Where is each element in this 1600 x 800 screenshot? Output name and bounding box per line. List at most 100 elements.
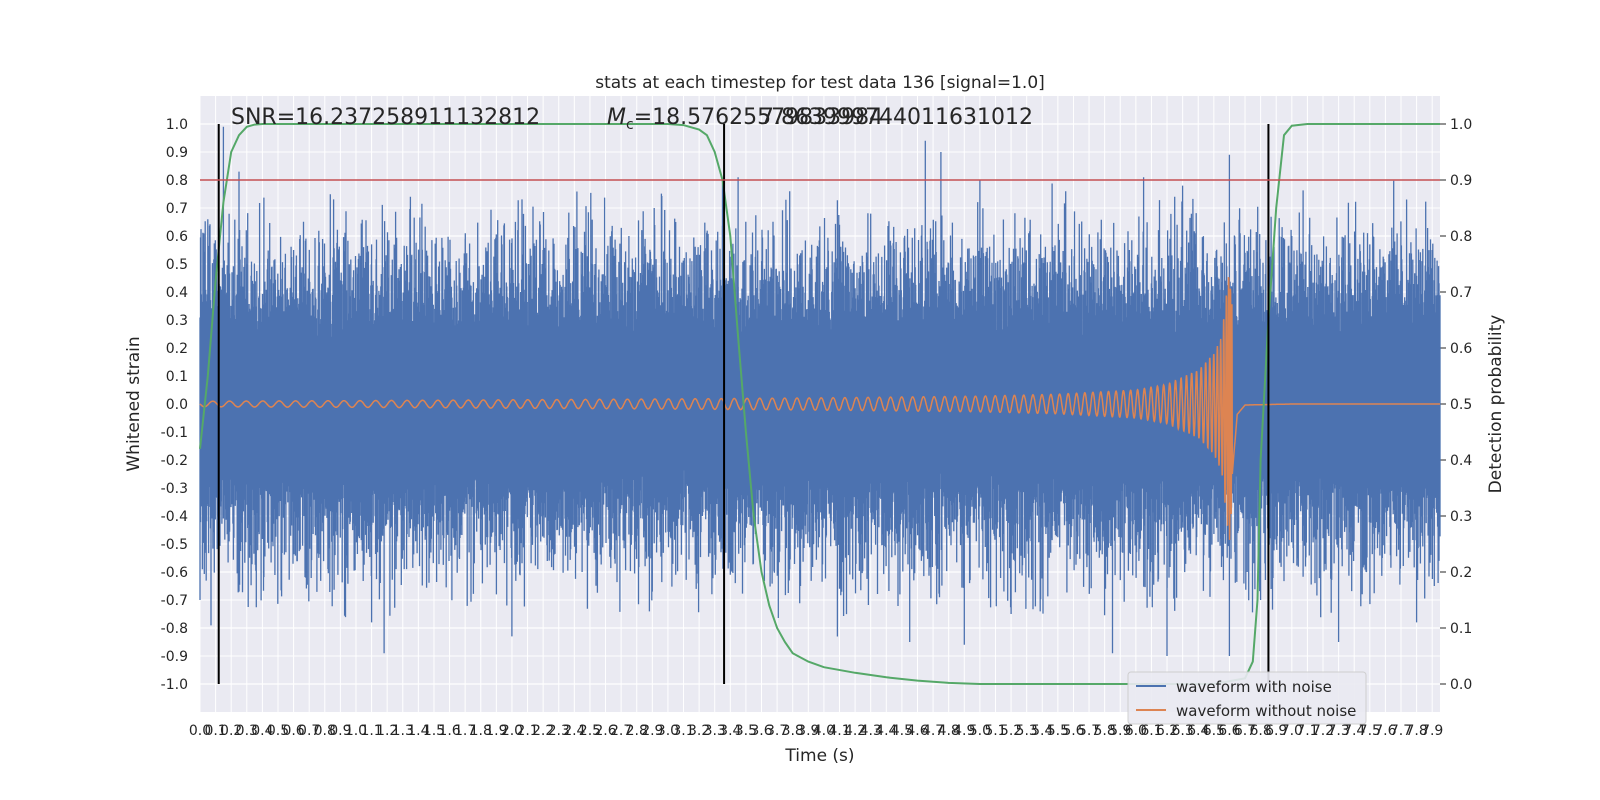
legend: waveform with noise waveform without noi… — [1127, 671, 1367, 725]
mc-value: =18.57625579833984 — [634, 105, 883, 130]
x-tick-label: 1.0 — [345, 723, 367, 739]
y-tick-label: 0.1 — [166, 369, 188, 385]
x-tick-label: 5.1 — [984, 723, 1006, 739]
overlap-annotation: 7.863999744011631012 — [760, 105, 1033, 130]
x-tick-label: 5.5 — [1047, 723, 1069, 739]
x-tick-label: 6.1 — [1140, 723, 1162, 739]
x-tick-label: 3.2 — [688, 723, 710, 739]
x-tick-label: 7.6 — [1374, 723, 1396, 739]
x-tick-label: 6.0 — [1125, 723, 1147, 739]
probability-path — [199, 123, 1440, 685]
x-tick-label: 6.6 — [1218, 723, 1240, 739]
x-tick-label: 0.3 — [236, 723, 258, 739]
x-axis-label: Time (s) — [784, 746, 854, 766]
x-tick-label: 4.1 — [828, 723, 850, 739]
clean-waveform-path — [199, 276, 1440, 540]
x-tick-label: 6.5 — [1203, 723, 1225, 739]
x-tick-label: 0.5 — [267, 723, 289, 739]
y-tick-label: 0.0 — [166, 397, 188, 413]
x-tick-label: 7.1 — [1296, 723, 1318, 739]
y2-tick-label: 0.0 — [1450, 677, 1472, 693]
x-tick-label: 3.5 — [735, 723, 757, 739]
x-tick-label: 2.2 — [532, 723, 554, 739]
x-tick-label: 0.9 — [329, 723, 351, 739]
x-tick-label: 2.4 — [563, 723, 585, 739]
x-tick-label: 5.0 — [969, 723, 991, 739]
y-tick-label: -0.3 — [161, 481, 188, 497]
legend-label-clean: waveform without noise — [1176, 702, 1356, 720]
x-tick-label: 6.2 — [1156, 723, 1178, 739]
y2-tick-label: 0.5 — [1450, 397, 1472, 413]
x-tick-label: 2.5 — [579, 723, 601, 739]
y2-tick-label: 0.6 — [1450, 341, 1472, 357]
y-tick-label: -0.5 — [161, 537, 188, 553]
x-tick-label: 1.3 — [392, 723, 414, 739]
y2-axis-ticks: 0.0 0.1 0.2 0.3 0.4 0.5 0.6 0.7 0.8 0.9 1.0 — [1440, 117, 1472, 693]
x-tick-label: 0.4 — [251, 723, 273, 739]
x-tick-label: 0.7 — [298, 723, 320, 739]
x-tick-label: 2.7 — [610, 723, 632, 739]
x-tick-label: 6.4 — [1187, 723, 1209, 739]
x-tick-label: 3.9 — [797, 723, 819, 739]
y-tick-label: -0.7 — [161, 593, 188, 609]
x-tick-label: 4.7 — [922, 723, 944, 739]
x-tick-label: 5.8 — [1094, 723, 1116, 739]
y-tick-label: -0.4 — [161, 509, 188, 525]
x-tick-label: 4.5 — [891, 723, 913, 739]
x-tick-label: 0.2 — [220, 723, 242, 739]
x-tick-label: 2.8 — [626, 723, 648, 739]
x-tick-label: 7.2 — [1312, 723, 1334, 739]
x-tick-label: 1.4 — [407, 723, 429, 739]
y-tick-label: -0.6 — [161, 565, 188, 581]
x-tick-label: 2.0 — [501, 723, 523, 739]
x-tick-label: 2.1 — [516, 723, 538, 739]
mc-subscript: c — [626, 117, 634, 133]
x-tick-label: 1.8 — [470, 723, 492, 739]
x-tick-label: 5.7 — [1078, 723, 1100, 739]
y2-tick-label: 0.7 — [1450, 285, 1472, 301]
y2-tick-label: 0.9 — [1450, 173, 1472, 189]
x-axis-ticks: 0.00.10.20.30.40.50.60.70.80.91.01.11.21… — [189, 723, 1443, 739]
x-tick-label: 4.2 — [844, 723, 866, 739]
x-tick-label: 5.2 — [1000, 723, 1022, 739]
x-tick-label: 3.3 — [704, 723, 726, 739]
y2-tick-label: 0.8 — [1450, 229, 1472, 245]
x-tick-label: 4.0 — [813, 723, 835, 739]
x-tick-label: 3.4 — [719, 723, 741, 739]
y-tick-label: 0.7 — [166, 201, 188, 217]
x-tick-label: 7.8 — [1405, 723, 1427, 739]
x-tick-label: 2.3 — [548, 723, 570, 739]
mc-symbol: M — [607, 105, 626, 130]
y-tick-label: -0.1 — [161, 425, 188, 441]
chart-title: stats at each timestep for test data 136… — [595, 73, 1045, 93]
x-tick-label: 7.4 — [1343, 723, 1365, 739]
y2-axis-label: Detection probability — [1486, 315, 1506, 494]
x-tick-label: 4.9 — [953, 723, 975, 739]
y-axis-label: Whitened strain — [124, 336, 144, 471]
x-tick-label: 4.4 — [875, 723, 897, 739]
legend-box — [1127, 671, 1367, 725]
x-tick-label: 6.3 — [1172, 723, 1194, 739]
y-tick-label: 0.2 — [166, 341, 188, 357]
x-tick-label: 5.3 — [1016, 723, 1038, 739]
series-waveform-without-noise — [199, 276, 1440, 540]
x-tick-label: 4.8 — [938, 723, 960, 739]
x-tick-label: 0.1 — [204, 723, 226, 739]
x-tick-label: 7.0 — [1281, 723, 1303, 739]
y-tick-label: -0.8 — [161, 621, 188, 637]
y-tick-label: -0.2 — [161, 453, 188, 469]
y2-tick-label: 1.0 — [1450, 117, 1472, 133]
x-tick-label: 0.6 — [282, 723, 304, 739]
x-tick-label: 6.9 — [1265, 723, 1287, 739]
x-tick-label: 1.5 — [423, 723, 445, 739]
y-tick-label: -1.0 — [161, 677, 188, 693]
event-markers — [217, 124, 1270, 684]
x-tick-label: 0.8 — [314, 723, 336, 739]
x-tick-label: 7.9 — [1421, 723, 1443, 739]
x-tick-label: 3.7 — [766, 723, 788, 739]
series-detection-probability — [199, 123, 1440, 685]
x-tick-label: 7.3 — [1327, 723, 1349, 739]
x-tick-label: 1.6 — [438, 723, 460, 739]
x-tick-label: 5.6 — [1062, 723, 1084, 739]
